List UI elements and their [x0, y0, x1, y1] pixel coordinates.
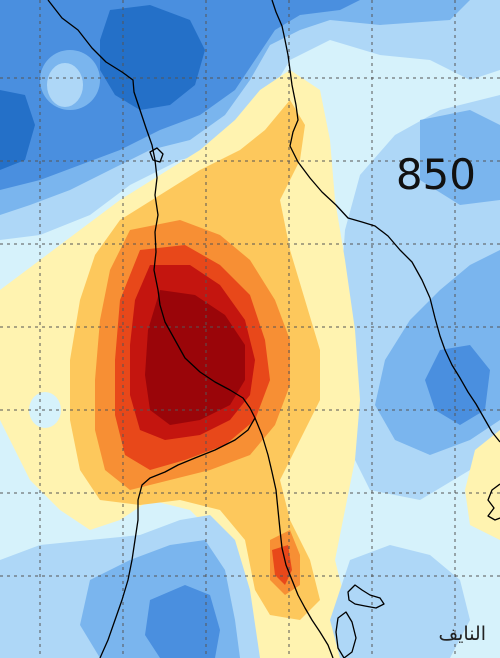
- south-red-orange-spot: [272, 545, 292, 585]
- inlet-outline: [149, 147, 164, 163]
- east-blue-core: [425, 345, 490, 425]
- central-coastline: [254, 417, 334, 658]
- east-upper-blue-patch: [420, 110, 500, 205]
- author-signature: النايف: [438, 623, 486, 645]
- west-coastline: [47, 0, 256, 658]
- east-edge-coast: [487, 483, 500, 521]
- pressure-level-label: 850: [395, 150, 476, 199]
- west-deep-blue-core: [0, 90, 35, 170]
- north-deep-blue-core: [100, 5, 205, 110]
- northwest-pale-spot: [47, 63, 83, 107]
- southeast-light-blue-patch: [330, 545, 470, 658]
- warm-plume-dark-red-core: [145, 290, 245, 425]
- south-blue-core: [145, 585, 220, 658]
- east-coastline: [271, 0, 500, 443]
- southeast-island-outline: [335, 611, 357, 658]
- south-island-outline: [347, 584, 385, 609]
- coastlines: [47, 0, 500, 658]
